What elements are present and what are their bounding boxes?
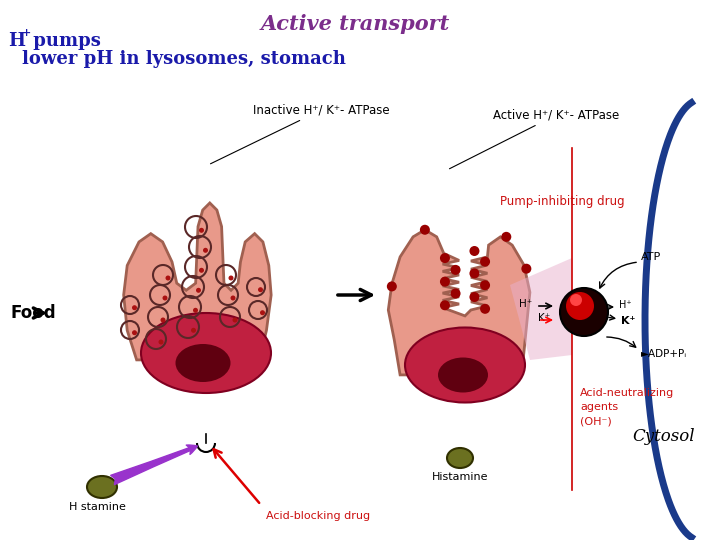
Text: Active transport: Active transport xyxy=(261,14,449,34)
Ellipse shape xyxy=(438,357,488,393)
Circle shape xyxy=(440,300,450,310)
Circle shape xyxy=(199,268,204,273)
Circle shape xyxy=(166,275,171,280)
Circle shape xyxy=(233,318,238,322)
Text: Acid-neutralizing
agents
(OH⁻): Acid-neutralizing agents (OH⁻) xyxy=(580,388,674,426)
Text: ►ADP+Pᵢ: ►ADP+Pᵢ xyxy=(641,349,687,359)
Circle shape xyxy=(230,295,235,300)
Circle shape xyxy=(570,294,582,306)
Circle shape xyxy=(228,275,233,280)
Circle shape xyxy=(560,288,608,336)
Text: Inactive H⁺/ K⁺- ATPase: Inactive H⁺/ K⁺- ATPase xyxy=(210,104,390,164)
Circle shape xyxy=(196,288,201,293)
Circle shape xyxy=(387,281,397,292)
Circle shape xyxy=(480,280,490,290)
Polygon shape xyxy=(388,230,530,375)
Ellipse shape xyxy=(87,476,117,498)
Circle shape xyxy=(480,304,490,314)
Circle shape xyxy=(469,292,480,302)
Circle shape xyxy=(260,310,265,315)
Circle shape xyxy=(191,328,196,333)
Polygon shape xyxy=(124,203,271,360)
Circle shape xyxy=(451,265,461,275)
Text: H⁺: H⁺ xyxy=(619,300,631,310)
Circle shape xyxy=(258,287,263,292)
Circle shape xyxy=(161,318,166,322)
Text: pumps: pumps xyxy=(27,32,101,50)
Circle shape xyxy=(440,253,450,263)
Circle shape xyxy=(566,292,594,320)
Text: H: H xyxy=(8,32,25,50)
Text: Active H⁺/ K⁺- ATPase: Active H⁺/ K⁺- ATPase xyxy=(449,109,619,168)
Circle shape xyxy=(501,232,511,242)
Circle shape xyxy=(199,228,204,233)
Text: Food: Food xyxy=(10,304,55,322)
Text: lower pH in lysosomes, stomach: lower pH in lysosomes, stomach xyxy=(22,50,346,68)
Ellipse shape xyxy=(176,344,230,382)
Text: H stamine: H stamine xyxy=(68,502,125,512)
Ellipse shape xyxy=(405,327,525,402)
Text: H⁺: H⁺ xyxy=(518,299,532,309)
Text: +: + xyxy=(22,27,31,38)
Circle shape xyxy=(163,295,168,300)
Text: Cytosol: Cytosol xyxy=(632,428,695,445)
Circle shape xyxy=(469,246,480,256)
Circle shape xyxy=(469,268,480,279)
Text: Acid-blocking drug: Acid-blocking drug xyxy=(266,511,370,521)
Circle shape xyxy=(132,330,137,335)
Circle shape xyxy=(451,288,461,299)
Circle shape xyxy=(132,305,137,310)
Circle shape xyxy=(193,308,198,313)
Text: ATP: ATP xyxy=(641,252,661,262)
Circle shape xyxy=(158,340,163,345)
Circle shape xyxy=(440,276,450,287)
Text: K⁺: K⁺ xyxy=(621,316,635,326)
Text: Histamine: Histamine xyxy=(432,472,488,482)
Circle shape xyxy=(521,264,531,274)
Ellipse shape xyxy=(141,313,271,393)
Circle shape xyxy=(420,225,430,235)
Circle shape xyxy=(480,256,490,267)
Ellipse shape xyxy=(447,448,473,468)
Text: K⁺: K⁺ xyxy=(538,313,550,323)
Circle shape xyxy=(203,248,208,253)
Text: Pump-inhibiting drug: Pump-inhibiting drug xyxy=(500,195,625,208)
Polygon shape xyxy=(510,258,572,360)
